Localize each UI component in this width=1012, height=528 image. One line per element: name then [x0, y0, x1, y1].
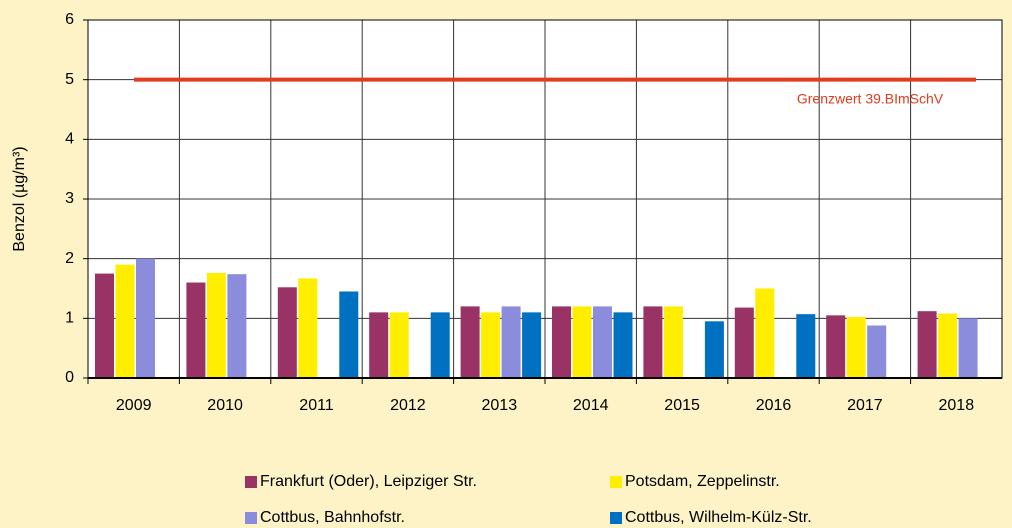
legend: Frankfurt (Oder), Leipziger Str. Potsdam,…	[245, 473, 812, 526]
x-tick-label: 2017	[847, 397, 883, 414]
bar	[755, 288, 775, 378]
bar	[846, 317, 866, 378]
bar	[298, 278, 318, 378]
x-tick-label: 2015	[664, 397, 700, 414]
bar	[704, 321, 724, 378]
x-tick-label: 2012	[390, 397, 426, 414]
bar	[593, 306, 612, 378]
bar	[277, 287, 297, 378]
bar	[796, 314, 816, 378]
bar	[501, 306, 521, 378]
bar	[643, 306, 663, 378]
bar	[613, 312, 633, 378]
y-tick-label: 5	[65, 71, 74, 88]
legend-label: Cottbus, Bahnhofstr.	[260, 509, 405, 526]
y-axis-label: Benzol (µg/m³)	[11, 146, 28, 251]
legend-swatch	[610, 512, 622, 524]
legend-label: Potsdam, Zeppelinstr.	[625, 473, 780, 490]
x-tick-label: 2011	[299, 397, 334, 414]
bar	[572, 306, 592, 378]
bar	[522, 312, 542, 378]
bar	[206, 272, 226, 378]
x-tick-label: 2014	[573, 397, 609, 414]
y-tick-label: 0	[65, 369, 74, 386]
x-tick-label: 2013	[482, 397, 518, 414]
bar	[826, 315, 846, 378]
bar	[867, 325, 887, 378]
bar	[136, 258, 155, 378]
bar	[389, 312, 409, 378]
x-tick-label: 2010	[207, 397, 243, 414]
bar	[481, 312, 501, 378]
limit-label: Grenzwert 39.BImSchV	[797, 90, 944, 106]
bar	[734, 307, 754, 378]
bar	[663, 306, 683, 378]
x-tick-label: 2018	[939, 397, 975, 414]
bar	[552, 306, 571, 378]
y-tick-label: 6	[65, 11, 74, 28]
y-tick-label: 1	[65, 310, 74, 327]
x-tick-label: 2009	[116, 397, 152, 414]
bar	[917, 311, 937, 378]
bar	[95, 273, 114, 378]
y-tick-label: 2	[65, 250, 74, 267]
x-tick-label: 2016	[756, 397, 792, 414]
bar	[460, 306, 480, 378]
bar	[227, 274, 247, 378]
legend-label: Frankfurt (Oder), Leipziger Str.	[260, 473, 477, 490]
bar	[938, 313, 958, 378]
bar	[369, 312, 389, 378]
y-tick-label: 3	[65, 190, 74, 207]
y-tick-label: 4	[65, 131, 74, 148]
legend-swatch	[245, 512, 257, 524]
bar	[958, 318, 978, 378]
legend-swatch	[245, 476, 257, 488]
legend-label: Cottbus, Wilhelm-Külz-Str.	[625, 509, 812, 526]
bar	[339, 291, 359, 378]
bar	[186, 282, 206, 378]
bar	[430, 312, 450, 378]
bar	[115, 264, 135, 378]
legend-swatch	[610, 476, 622, 488]
